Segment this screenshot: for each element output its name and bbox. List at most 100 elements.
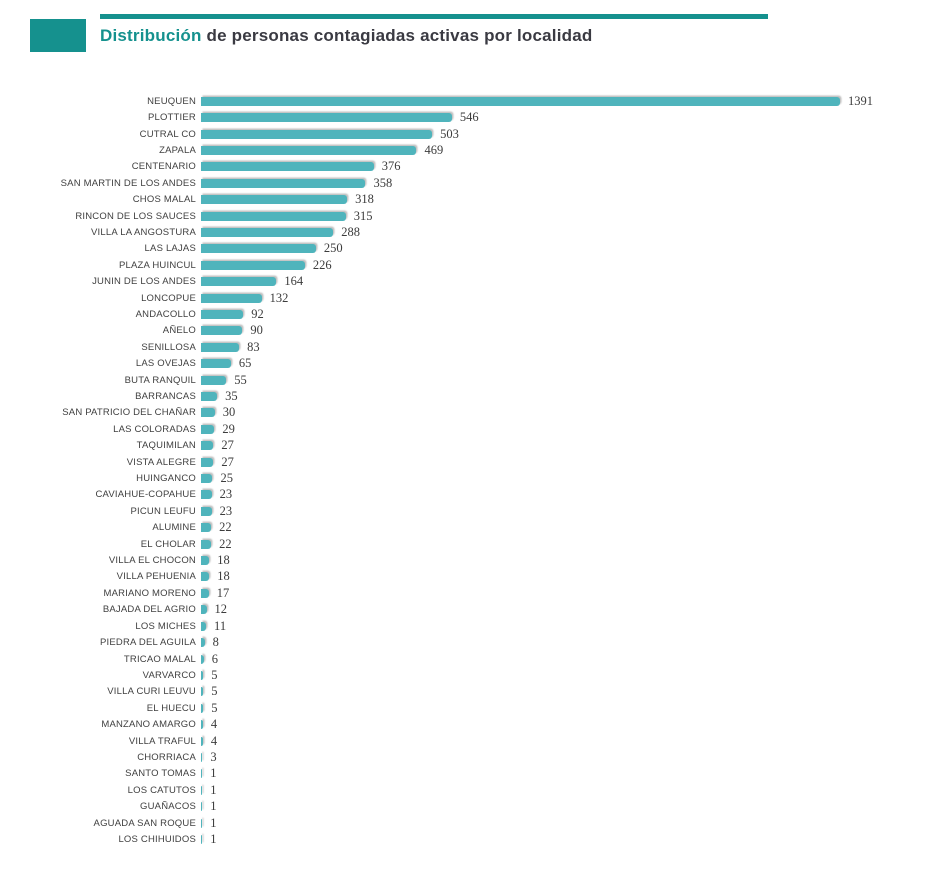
page-title-rest: de personas contagiadas activas por loca… [201, 26, 593, 45]
category-label: VILLA CURI LEUVU [107, 686, 196, 698]
bar[interactable] [201, 359, 231, 369]
bar[interactable] [201, 588, 209, 598]
bar[interactable] [201, 277, 277, 287]
page-title-highlight: Distribución [100, 26, 202, 45]
category-label: LAS COLORADAS [113, 423, 196, 435]
bar[interactable] [201, 720, 203, 730]
bar[interactable] [201, 802, 203, 812]
bar-area: 1391 [201, 94, 925, 109]
value-label: 11 [214, 618, 227, 633]
category-label: VARVARCO [142, 669, 196, 681]
bar[interactable] [201, 178, 366, 188]
category-label: PLAZA HUINCUL [118, 259, 196, 271]
bar[interactable] [201, 834, 203, 844]
bar[interactable] [201, 244, 316, 254]
bar-area: 5 [201, 668, 925, 683]
category-label: AGUADA SAN ROQUE [93, 817, 196, 829]
bar[interactable] [201, 293, 262, 303]
chart-row: EL HUECU 5 [0, 700, 925, 716]
category-label: GUAÑACOS [140, 801, 196, 813]
bar[interactable] [201, 703, 204, 713]
value-label: 1391 [848, 93, 873, 108]
bar-area: 376 [201, 159, 925, 174]
value-label: 1 [210, 815, 217, 830]
value-label: 376 [381, 159, 401, 174]
bar[interactable] [201, 523, 212, 533]
bar-area: 226 [201, 258, 925, 273]
bar[interactable] [201, 96, 840, 106]
chart-row: GUAÑACOS 1 [0, 798, 925, 814]
bar-area: 11 [201, 619, 925, 634]
chart-row: LAS OVEJAS 65 [0, 356, 925, 372]
bar[interactable] [201, 392, 218, 402]
bar[interactable] [201, 211, 346, 221]
bar[interactable] [201, 113, 452, 123]
value-label: 8 [212, 635, 219, 650]
category-label: MANZANO AMARGO [101, 719, 196, 731]
bar[interactable] [201, 326, 243, 336]
bar[interactable] [201, 129, 433, 139]
bar[interactable] [201, 556, 210, 566]
category-label: VILLA PEHUENIA [116, 571, 196, 583]
chart-row: VARVARCO 5 [0, 667, 925, 683]
bar[interactable] [201, 342, 240, 352]
bar[interactable] [201, 457, 214, 467]
bar[interactable] [201, 195, 348, 205]
category-label: VILLA EL CHOCON [108, 555, 196, 567]
chart-row: CUTRAL CO 503 [0, 126, 925, 142]
bar[interactable] [201, 309, 244, 319]
bar-area: 503 [201, 127, 925, 142]
value-label: 90 [250, 323, 263, 338]
bar[interactable] [201, 572, 210, 582]
category-label: NEUQUEN [147, 95, 196, 107]
value-label: 358 [373, 175, 393, 190]
bar[interactable] [201, 539, 212, 549]
bar[interactable] [201, 162, 374, 172]
chart-row: VILLA EL CHOCON 18 [0, 552, 925, 568]
bar-area: 23 [201, 487, 925, 502]
bar[interactable] [201, 736, 203, 746]
bar-area: 4 [201, 717, 925, 732]
category-label: LOS MICHES [135, 620, 196, 632]
bar[interactable] [201, 441, 214, 451]
bar-area: 1 [201, 783, 925, 798]
bar[interactable] [201, 818, 203, 828]
bar[interactable] [201, 490, 212, 500]
bar[interactable] [201, 752, 203, 762]
category-label: LAS OVEJAS [135, 358, 196, 370]
bar[interactable] [201, 227, 334, 237]
category-label: CAVIAHUE-COPAHUE [95, 489, 196, 501]
value-label: 22 [219, 520, 232, 535]
chart-row: LOS CHIHUIDOS 1 [0, 831, 925, 847]
chart-row: VILLA PEHUENIA 18 [0, 569, 925, 585]
category-label: HUINGANCO [136, 473, 196, 485]
value-label: 4 [210, 717, 218, 732]
bar[interactable] [201, 145, 417, 155]
value-label: 30 [222, 405, 236, 420]
category-label: TAQUIMILAN [136, 440, 196, 452]
header-accent-rule [100, 14, 768, 19]
bar[interactable] [201, 769, 203, 779]
bar[interactable] [201, 785, 203, 795]
bar[interactable] [201, 424, 215, 434]
value-label: 23 [219, 503, 233, 518]
bar-area: 29 [201, 422, 925, 437]
bar[interactable] [201, 506, 212, 516]
bar[interactable] [201, 670, 204, 680]
chart-row: LAS LAJAS 250 [0, 241, 925, 257]
bar-area: 318 [201, 192, 925, 207]
bar[interactable] [201, 687, 204, 697]
bar[interactable] [201, 408, 215, 418]
bar-area: 1 [201, 832, 925, 847]
bar-area: 5 [201, 684, 925, 699]
bar[interactable] [201, 605, 207, 615]
bar[interactable] [201, 638, 205, 648]
bar[interactable] [201, 621, 207, 631]
bar[interactable] [201, 260, 305, 270]
category-label: AÑELO [162, 325, 196, 337]
bar[interactable] [201, 654, 204, 664]
bar[interactable] [201, 375, 227, 385]
chart-row: SAN PATRICIO DEL CHAÑAR 30 [0, 405, 925, 421]
category-label: ZAPALA [159, 144, 196, 156]
bar[interactable] [201, 474, 213, 484]
